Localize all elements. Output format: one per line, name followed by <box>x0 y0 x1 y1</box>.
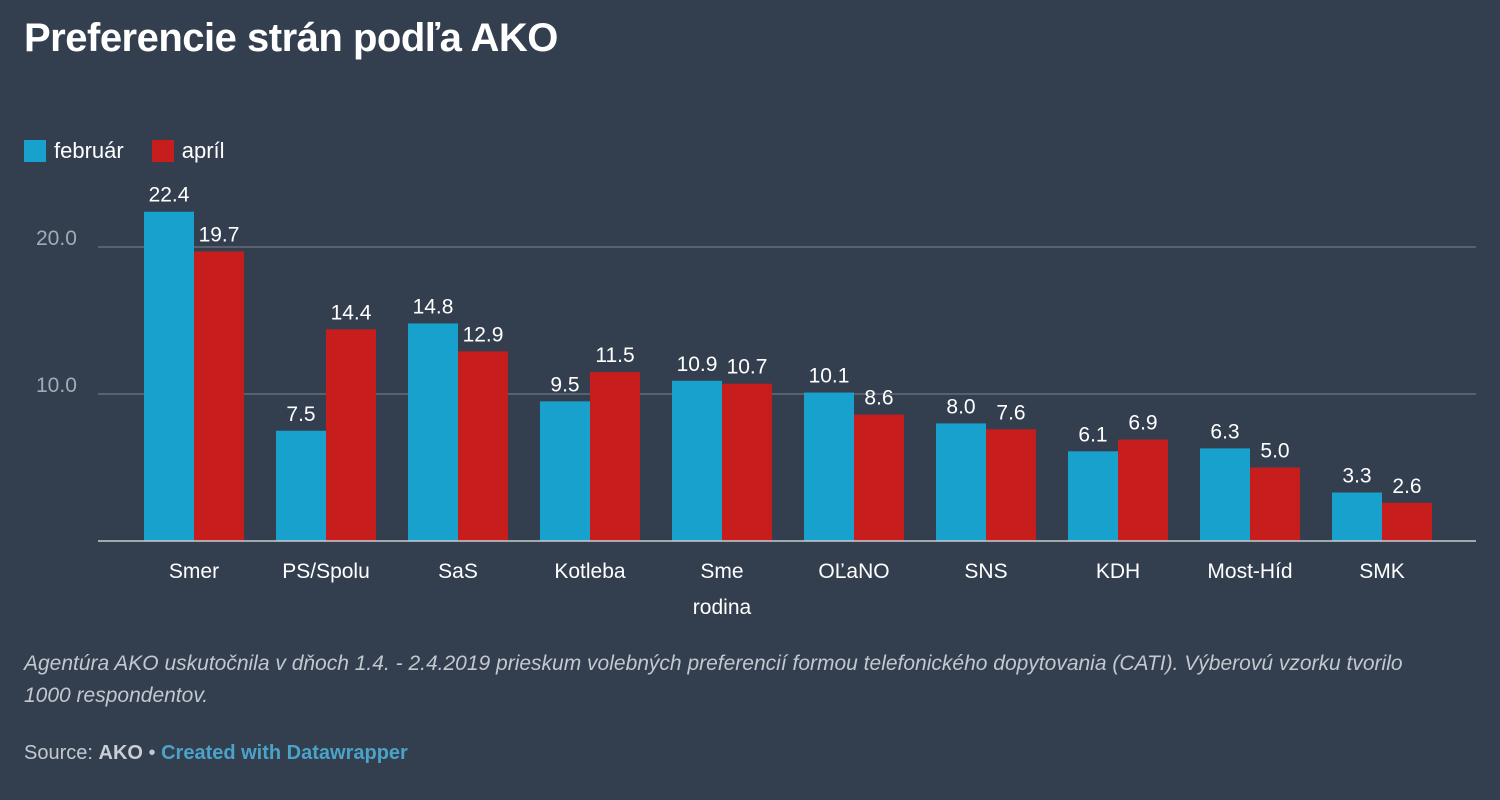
bar <box>936 423 986 541</box>
x-tick-label: PS/Spolu <box>282 560 370 583</box>
data-label: 10.9 <box>677 353 718 376</box>
chart-title: Preferencie strán podľa AKO <box>24 16 558 60</box>
data-label: 22.4 <box>149 184 190 207</box>
data-label: 11.5 <box>595 344 634 367</box>
datawrapper-credit-link[interactable]: Created with Datawrapper <box>161 742 408 764</box>
data-label: 6.9 <box>1128 412 1157 435</box>
bar <box>672 380 722 541</box>
bar <box>804 392 854 541</box>
legend-label-februar: február <box>54 138 124 163</box>
source-name: AKO <box>98 742 143 764</box>
data-label: 3.3 <box>1342 464 1371 487</box>
data-label: 10.1 <box>809 365 850 388</box>
data-label: 19.7 <box>199 223 240 246</box>
x-tick-label: Most-Híd <box>1207 560 1292 583</box>
bar <box>144 211 194 541</box>
bar <box>1118 439 1168 541</box>
data-label: 14.4 <box>331 301 372 324</box>
bar <box>854 414 904 541</box>
source-line: Source: AKO • Created with Datawrapper <box>24 742 408 765</box>
data-label: 6.3 <box>1210 420 1239 443</box>
chart-legend: február apríl <box>24 138 253 164</box>
bar <box>326 329 376 541</box>
data-label: 9.5 <box>550 373 579 396</box>
bar <box>540 401 590 541</box>
bar <box>1382 502 1432 541</box>
x-tick-label: rodina <box>693 596 752 619</box>
bar <box>1200 448 1250 541</box>
bar <box>590 371 640 541</box>
data-label: 12.9 <box>463 323 504 346</box>
data-label: 5.0 <box>1260 440 1289 463</box>
bar-chart: 10.0 20.0 22.4 19.7 Smer 7.5 14.4 PS/Spolu 14.8 1… <box>36 184 1476 619</box>
x-tick-label: Smer <box>169 560 219 583</box>
legend-item-februar: február <box>24 138 124 164</box>
source-prefix: Source: <box>24 742 93 764</box>
legend-swatch-april <box>151 140 174 162</box>
bar <box>722 383 772 541</box>
x-tick-label: KDH <box>1096 560 1140 583</box>
data-label: 10.7 <box>727 356 768 379</box>
data-label: 6.1 <box>1078 423 1107 446</box>
data-label: 2.6 <box>1392 475 1421 498</box>
data-label: 8.6 <box>864 387 893 410</box>
x-tick-label: Kotleba <box>554 560 626 583</box>
bar <box>1250 467 1300 541</box>
source-separator: • <box>148 742 156 764</box>
bar <box>1068 451 1118 541</box>
data-label: 7.6 <box>996 401 1025 424</box>
bar <box>458 351 508 541</box>
legend-item-april: apríl <box>151 138 225 164</box>
chart-note: Agentúra AKO uskutočnila v dňoch 1.4. - … <box>24 652 1403 707</box>
x-tick-label: SaS <box>438 560 478 583</box>
data-label: 8.0 <box>946 395 975 418</box>
bar <box>986 429 1036 541</box>
bar <box>276 430 326 541</box>
y-tick-label: 10.0 <box>36 374 77 397</box>
x-tick-label: Sme <box>700 560 743 583</box>
x-tick-label: OĽaNO <box>818 560 889 583</box>
legend-swatch-februar <box>24 140 46 162</box>
bar <box>408 323 458 541</box>
y-tick-label: 20.0 <box>36 227 77 250</box>
x-tick-label: SNS <box>964 560 1007 583</box>
data-label: 7.5 <box>286 403 315 426</box>
bar <box>1332 492 1382 541</box>
bar <box>194 251 244 541</box>
x-tick-label: SMK <box>1359 560 1405 583</box>
data-label: 14.8 <box>413 295 454 318</box>
legend-label-april: apríl <box>181 138 225 163</box>
